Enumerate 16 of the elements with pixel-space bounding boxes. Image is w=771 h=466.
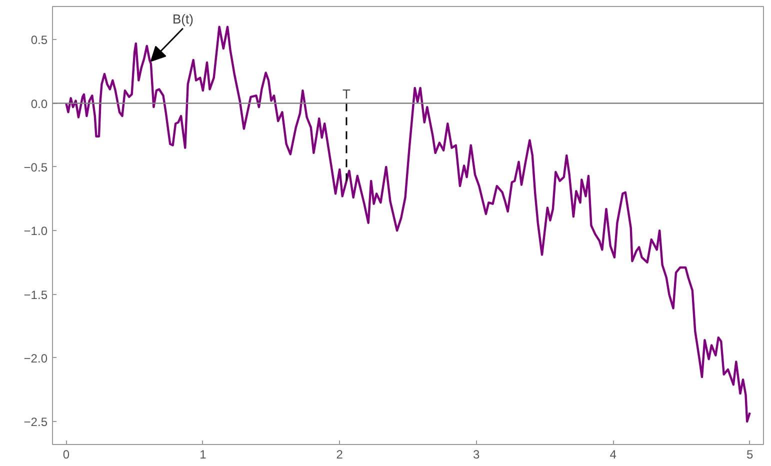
y-tick-label: −0.5 bbox=[24, 160, 48, 174]
annotation: B(t) bbox=[172, 11, 194, 26]
y-tick-label: −2.5 bbox=[24, 415, 48, 430]
y-tick-label: −1.0 bbox=[24, 224, 48, 238]
y-tick-label: −1.5 bbox=[24, 288, 48, 302]
y-tick-label: 0.5 bbox=[30, 33, 48, 48]
ref-line-label: T bbox=[342, 86, 350, 102]
x-tick-label: 2 bbox=[336, 448, 344, 462]
y-tick-label: −2.0 bbox=[24, 351, 48, 366]
x-tick-label: 5 bbox=[746, 448, 754, 462]
line-series bbox=[65, 26, 751, 423]
y-tick-label: 0.0 bbox=[30, 96, 48, 111]
x-tick-label: 1 bbox=[200, 448, 207, 462]
x-tick-label: 0 bbox=[62, 448, 70, 462]
x-tick-label: 4 bbox=[610, 448, 617, 462]
x-tick-label: 3 bbox=[473, 448, 480, 462]
